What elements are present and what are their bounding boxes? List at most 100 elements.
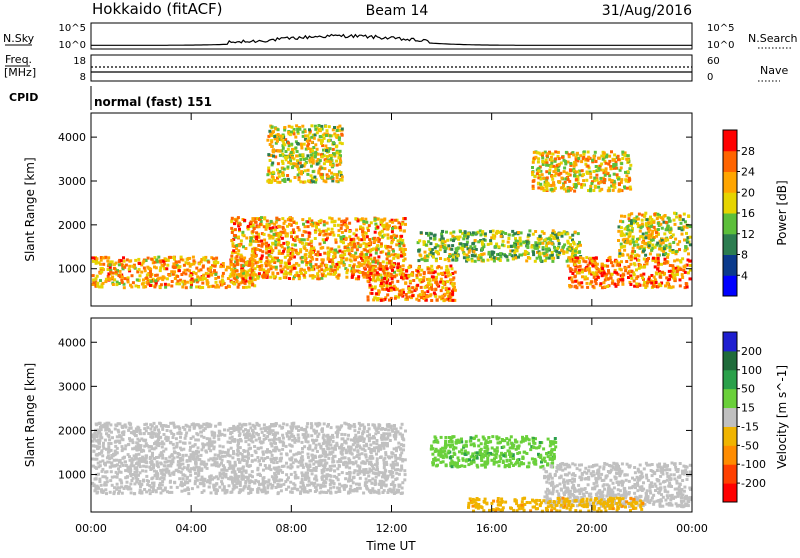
heatmap-cell (551, 251, 554, 254)
heatmap-cell (143, 267, 146, 270)
heatmap-cell (386, 228, 389, 231)
heatmap-cell (374, 231, 377, 234)
heatmap-cell (263, 457, 266, 460)
heatmap-cell (214, 286, 217, 289)
heatmap-cell (435, 278, 438, 281)
heatmap-cell (369, 284, 372, 287)
heatmap-cell (573, 174, 576, 177)
heatmap-cell (309, 250, 312, 253)
heatmap-cell (94, 466, 97, 469)
heatmap-cell (635, 282, 638, 285)
heatmap-cell (595, 160, 598, 163)
heatmap-cell (271, 175, 274, 178)
heatmap-cell (389, 246, 392, 249)
heatmap-cell (186, 467, 189, 470)
heatmap-cell (252, 224, 255, 227)
heatmap-cell (595, 256, 598, 259)
heatmap-cell (513, 251, 516, 254)
heatmap-cell (681, 276, 684, 279)
heatmap-cell (301, 125, 304, 128)
heatmap-cell (279, 265, 282, 268)
heatmap-cell (502, 240, 505, 243)
heatmap-cell (310, 174, 313, 177)
heatmap-cell (410, 273, 413, 276)
heatmap-cell (396, 280, 399, 283)
heatmap-cell (538, 242, 541, 245)
heatmap-cell (618, 252, 621, 255)
heatmap-cell (328, 474, 331, 477)
heatmap-cell (190, 286, 193, 289)
heatmap-cell (657, 257, 660, 260)
heatmap-cell (380, 282, 383, 285)
heatmap-cell (550, 162, 553, 165)
heatmap-cell (625, 260, 628, 263)
heatmap-cell (181, 286, 184, 289)
heatmap-cell (189, 459, 192, 462)
heatmap-cell (422, 276, 425, 279)
heatmap-cell (397, 254, 400, 257)
heatmap-cell (584, 276, 587, 279)
heatmap-cell (647, 278, 650, 281)
heatmap-cell (396, 269, 399, 272)
heatmap-cell (570, 268, 573, 271)
heatmap-cell (427, 267, 430, 270)
heatmap-cell (146, 274, 149, 277)
heatmap-cell (676, 243, 679, 246)
heatmap-cell (408, 287, 411, 290)
heatmap-cell (605, 171, 608, 174)
heatmap-cell (315, 479, 318, 482)
heatmap-cell (283, 168, 286, 171)
heatmap-cell (362, 271, 365, 274)
heatmap-cell (241, 231, 244, 234)
cpid-label: CPID (9, 91, 38, 104)
heatmap-cell (632, 235, 635, 238)
heatmap-cell (96, 285, 99, 288)
heatmap-cell (243, 219, 246, 222)
heatmap-cell (451, 299, 454, 302)
heatmap-cell (249, 243, 252, 246)
heatmap-cell (426, 295, 429, 298)
heatmap-cell (305, 261, 308, 264)
heatmap-cell (201, 282, 204, 285)
heatmap-cell (290, 151, 293, 154)
heatmap-cell (377, 297, 380, 300)
heatmap-cell (456, 254, 459, 257)
heatmap-cell (139, 274, 142, 277)
heatmap-cell (626, 238, 629, 241)
heatmap-cell (679, 268, 682, 271)
heatmap-cell (230, 447, 233, 450)
heatmap-cell (573, 243, 576, 246)
heatmap-cell (259, 223, 262, 226)
heatmap-cell (254, 220, 257, 223)
heatmap-cell (300, 165, 303, 168)
heatmap-cell (473, 250, 476, 253)
heatmap-cell (339, 150, 342, 153)
heatmap-cell (192, 259, 195, 262)
heatmap-cell (679, 218, 682, 221)
heatmap-cell (372, 276, 375, 279)
heatmap-cell (649, 252, 652, 255)
heatmap-cell (505, 255, 508, 258)
heatmap-cell (260, 257, 263, 260)
heatmap-cell (647, 221, 650, 224)
heatmap-cell (287, 250, 290, 253)
heatmap-cell (327, 258, 330, 261)
freq-tick-top: 18 (73, 56, 86, 67)
heatmap-cell (329, 465, 332, 468)
heatmap-cell (178, 265, 181, 268)
heatmap-cell (396, 266, 399, 269)
heatmap-cell (292, 221, 295, 224)
heatmap-cell (363, 276, 366, 279)
heatmap-cell (374, 285, 377, 288)
heatmap-cell (304, 253, 307, 256)
heatmap-cell (175, 437, 178, 440)
heatmap-cell (289, 219, 292, 222)
heatmap-cell (145, 277, 148, 280)
heatmap-cell (214, 273, 217, 276)
heatmap-cell (260, 427, 263, 430)
heatmap-cell (575, 247, 578, 250)
heatmap-cell (401, 423, 404, 426)
heatmap-cell (671, 251, 674, 254)
heatmap-cell (582, 173, 585, 176)
heatmap-cell (176, 280, 179, 283)
